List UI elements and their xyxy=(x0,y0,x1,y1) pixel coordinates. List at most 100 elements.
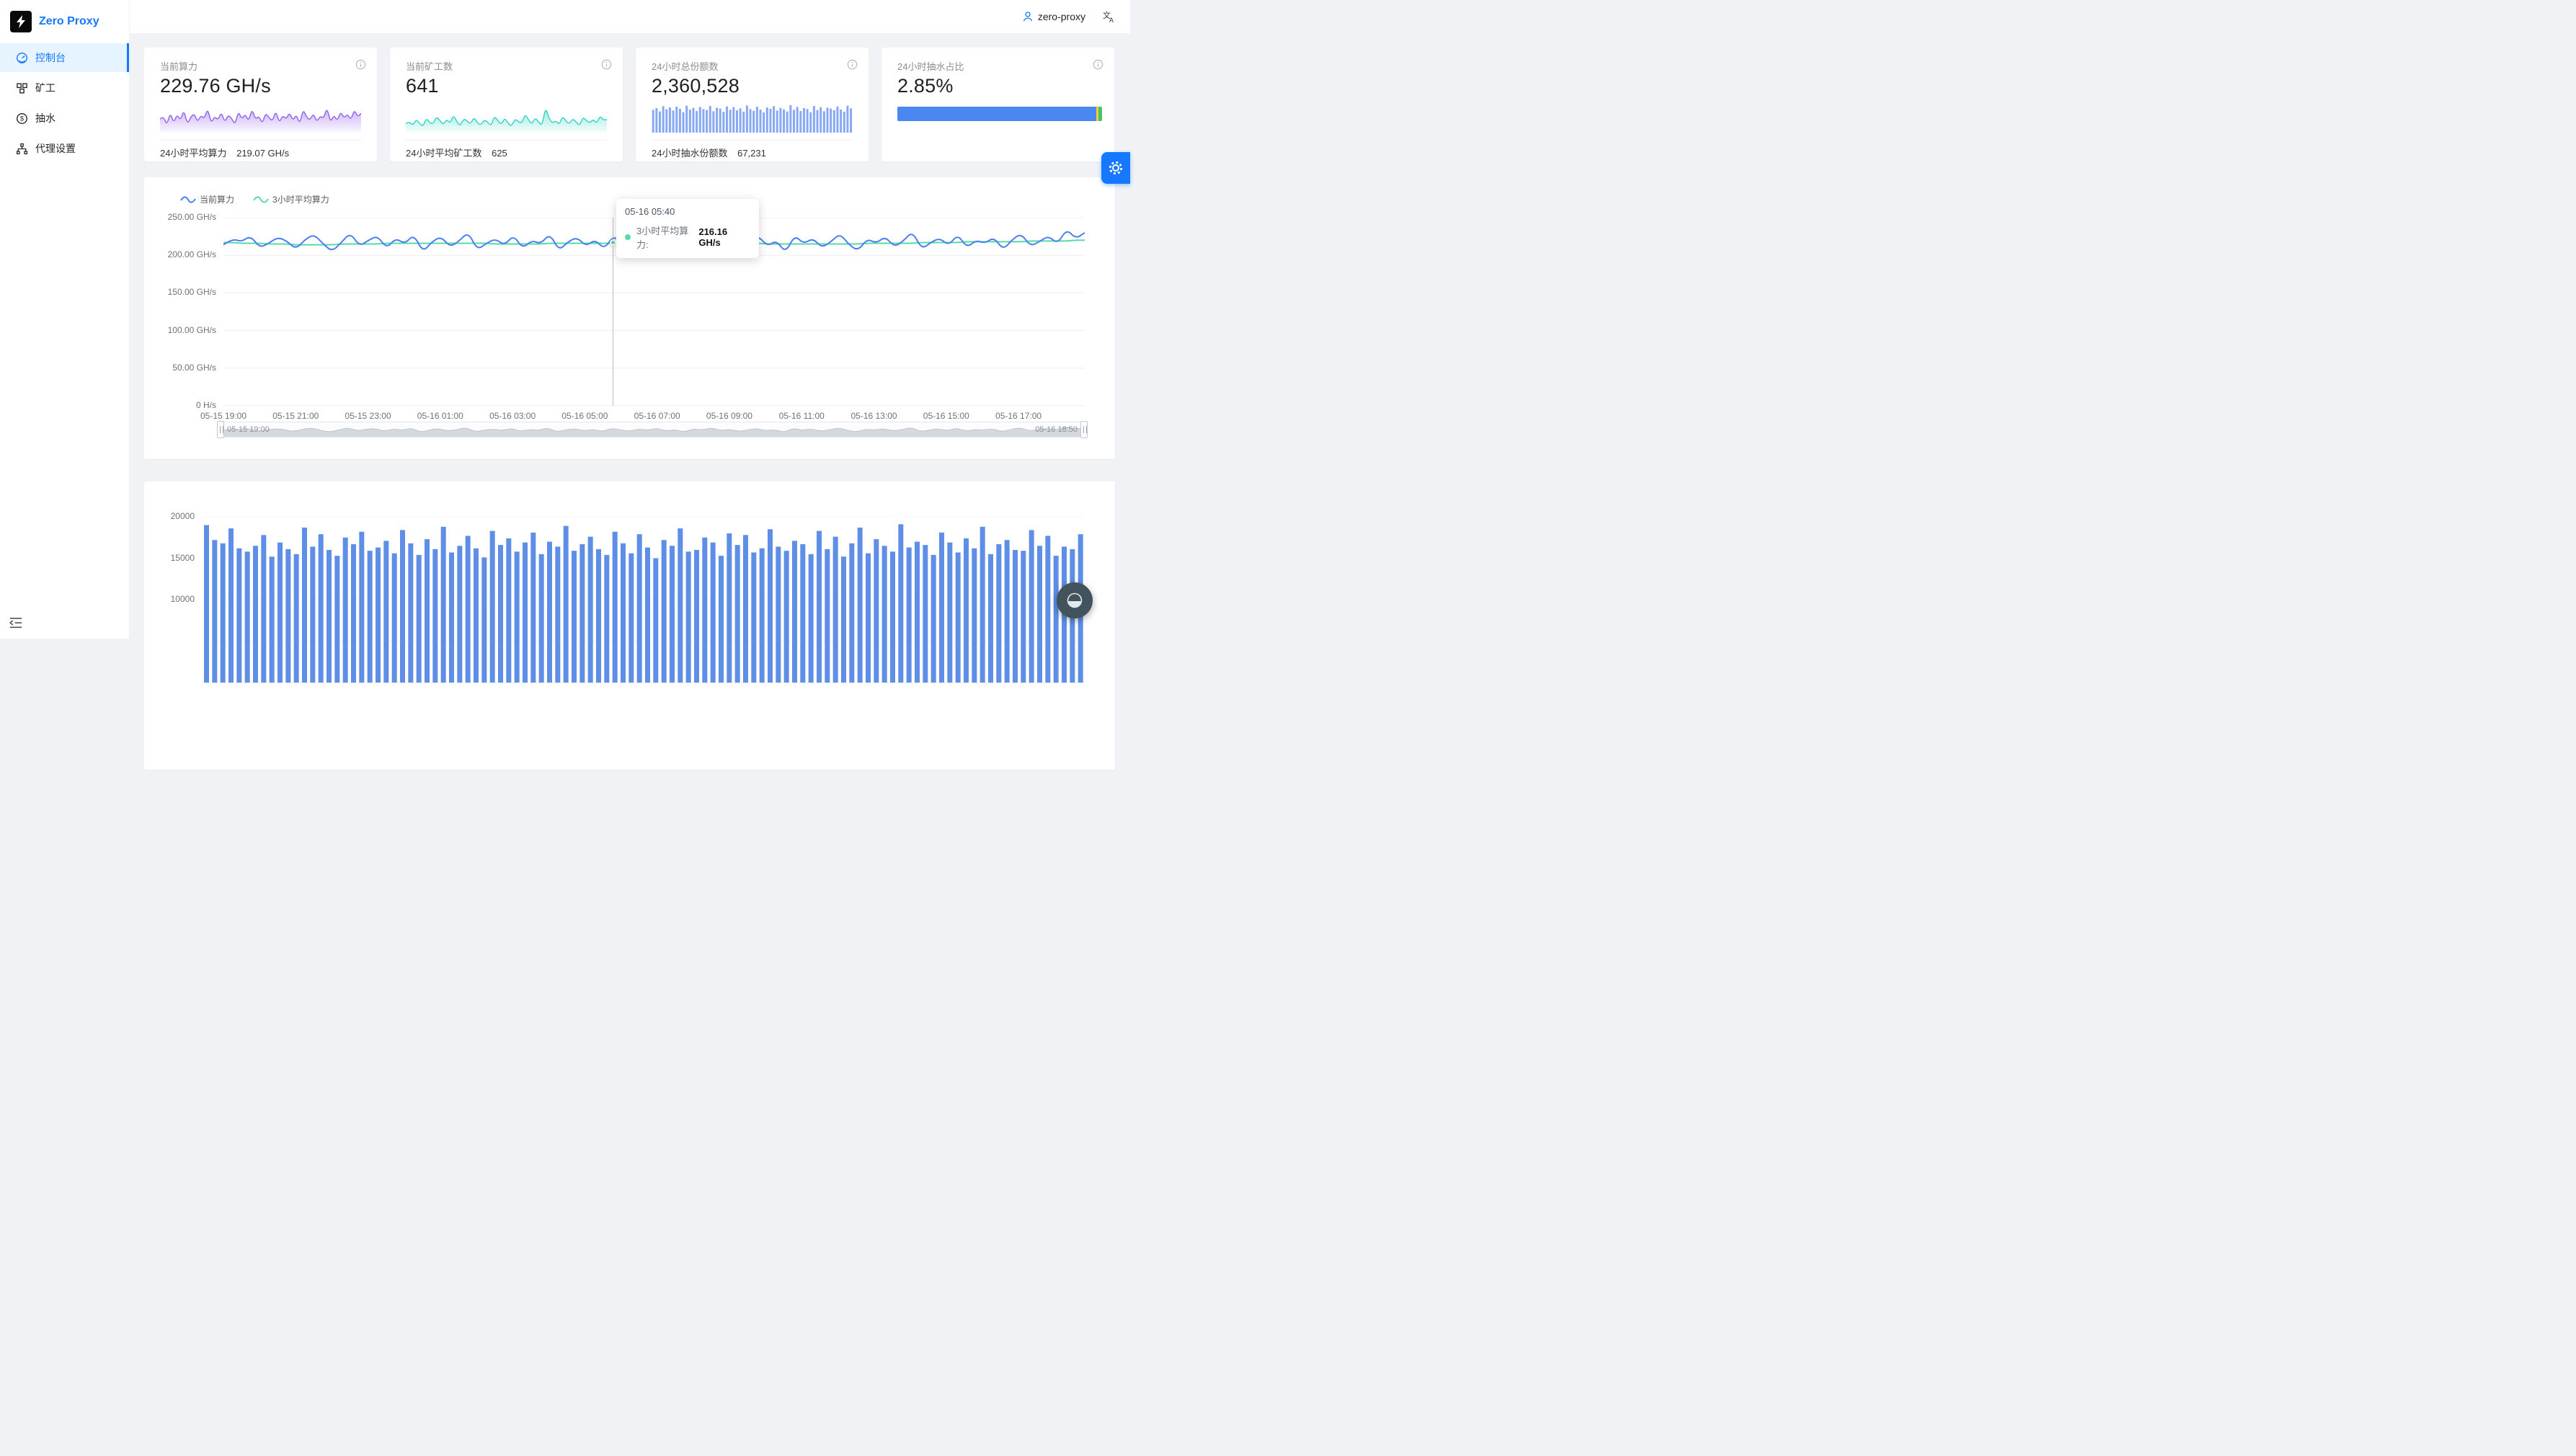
x-axis-tick-label: 05-16 11:00 xyxy=(778,411,825,421)
stat-card-current-hashrate: 当前算力 229.76 GH/s 24小时平均算力 219.07 GH/s xyxy=(144,48,377,161)
ratio-segment-stale-shares xyxy=(1096,107,1098,121)
sidebar: Zero Proxy 控制台 矿工 $ 抽水 代理设置 xyxy=(0,0,130,639)
x-axis-tick-label: 05-15 21:00 xyxy=(272,411,319,421)
y-axis-tick-label: 15000 xyxy=(170,552,195,563)
dashboard-icon xyxy=(16,52,28,64)
y-axis-tick-label: 150.00 GH/s xyxy=(167,287,216,298)
theme-contrast-icon xyxy=(1067,592,1083,608)
x-axis-tick-label: 05-16 09:00 xyxy=(706,411,752,421)
ratio-segment-fee-shares xyxy=(1098,107,1102,121)
datazoom-slider[interactable]: 05-15 19:00 05-16 18:50 xyxy=(217,421,1088,438)
x-axis-tick-label: 05-16 03:00 xyxy=(489,411,536,421)
divider xyxy=(406,140,607,141)
x-axis-tick-label: 05-16 01:00 xyxy=(417,411,463,421)
shares-sparkline xyxy=(652,105,853,133)
stat-card-total-shares: 24小时总份额数 2,360,528 24小时抽水份额数 67,231 xyxy=(636,48,869,161)
datazoom-start-label: 05-15 19:00 xyxy=(227,425,270,434)
x-axis-tick-label: 05-16 07:00 xyxy=(634,411,680,421)
footer-value: 67,231 xyxy=(737,148,766,159)
line-legend-icon xyxy=(180,195,196,203)
miners-icon xyxy=(16,82,28,94)
card-value: 229.76 GH/s xyxy=(160,75,271,97)
svg-text:A: A xyxy=(1109,17,1114,24)
datazoom-end-label: 05-16 18:50 xyxy=(1035,425,1078,434)
fee-ratio-bar xyxy=(897,107,1102,121)
stat-card-fee-ratio: 24小时抽水占比 2.85% xyxy=(881,48,1114,161)
svg-text:文: 文 xyxy=(1103,10,1111,20)
info-icon[interactable] xyxy=(847,59,858,70)
footer-label: 24小时平均矿工数 xyxy=(406,148,482,159)
tooltip-series-label: 3小时平均算力: xyxy=(636,226,689,250)
series-color-dot xyxy=(625,234,631,240)
sidebar-item-label: 矿工 xyxy=(35,82,55,94)
stat-card-current-miners: 当前矿工数 641 24小时平均矿工数 625 xyxy=(390,48,623,161)
gear-icon xyxy=(1109,161,1123,175)
sidebar-menu: 控制台 矿工 $ 抽水 代理设置 xyxy=(0,43,129,164)
x-axis-tick-label: 05-15 19:00 xyxy=(200,411,247,421)
sidebar-item-label: 代理设置 xyxy=(35,143,76,154)
x-axis-tick-label: 05-16 05:00 xyxy=(561,411,608,421)
y-axis-tick-label: 10000 xyxy=(170,594,195,604)
sidebar-item-proxy-settings[interactable]: 代理设置 xyxy=(0,134,129,163)
sidebar-item-dashboard[interactable]: 控制台 xyxy=(0,43,129,72)
card-title: 当前矿工数 xyxy=(406,61,453,72)
legend-label: 当前算力 xyxy=(200,195,235,205)
legend-current-hashrate[interactable]: 当前算力 xyxy=(180,193,234,205)
info-icon[interactable] xyxy=(1093,59,1103,70)
fee-icon: $ xyxy=(16,112,28,125)
sidebar-item-miners[interactable]: 矿工 xyxy=(0,74,129,102)
card-footer: 24小时抽水份额数 67,231 xyxy=(652,146,766,159)
legend-label: 3小时平均算力 xyxy=(272,195,329,205)
ratio-segment-normal-shares xyxy=(897,107,1097,121)
settings-gear-button[interactable] xyxy=(1101,152,1130,184)
y-axis-tick-label: 50.00 GH/s xyxy=(172,362,216,373)
footer-value: 625 xyxy=(492,148,507,159)
info-icon[interactable] xyxy=(355,59,366,70)
chart-tooltip: 05-16 05:40 3小时平均算力: 216.16 GH/s xyxy=(616,199,759,258)
card-value: 2,360,528 xyxy=(652,75,740,97)
sidebar-item-label: 控制台 xyxy=(35,52,66,63)
y-axis-tick-label: 250.00 GH/s xyxy=(167,212,216,222)
datazoom-handle-right[interactable] xyxy=(1080,421,1088,438)
x-axis-tick-label: 05-16 17:00 xyxy=(995,411,1042,421)
x-axis-tick-label: 05-16 13:00 xyxy=(850,411,897,421)
card-title: 24小时抽水占比 xyxy=(897,61,964,72)
hover-point-marker xyxy=(610,239,616,246)
hashrate-chart-card: 当前算力 3小时平均算力 05-16 05:40 3小时平均算力: 216.16… xyxy=(144,177,1115,459)
card-footer: 24小时平均算力 219.07 GH/s xyxy=(160,146,289,159)
chart-legend: 当前算力 3小时平均算力 xyxy=(180,193,329,205)
y-axis-tick-label: 0 H/s xyxy=(195,400,216,410)
divider xyxy=(652,140,853,141)
line-legend-icon xyxy=(253,195,269,203)
legend-3h-average[interactable]: 3小时平均算力 xyxy=(253,193,329,205)
tooltip-time: 05-16 05:40 xyxy=(625,206,675,217)
footer-value: 219.07 GH/s xyxy=(236,148,290,159)
app-title: Zero Proxy xyxy=(39,15,99,27)
y-axis-tick-label: 100.00 GH/s xyxy=(167,324,216,335)
current-hashrate-sparkline xyxy=(160,110,361,133)
svg-text:$: $ xyxy=(20,115,24,122)
app-logo-icon xyxy=(10,11,32,32)
app-logo-row[interactable]: Zero Proxy xyxy=(0,0,129,43)
x-axis-tick-label: 05-16 15:00 xyxy=(923,411,969,421)
menu-fold-icon[interactable] xyxy=(9,616,23,630)
tooltip-series-value: 216.16 GH/s xyxy=(698,226,728,248)
divider xyxy=(160,140,361,141)
shares-plot-area[interactable] xyxy=(203,517,1085,733)
user-icon xyxy=(1023,12,1032,22)
card-title: 当前算力 xyxy=(160,61,198,72)
y-axis-tick-label: 20000 xyxy=(170,511,195,521)
sidebar-item-label: 抽水 xyxy=(35,112,55,124)
datazoom-handle-left[interactable] xyxy=(217,421,224,438)
user-menu[interactable]: zero-proxy xyxy=(1022,0,1085,33)
tooltip-row: 3小时平均算力: 216.16 GH/s xyxy=(625,223,750,251)
info-icon[interactable] xyxy=(601,59,612,70)
proxy-settings-icon xyxy=(16,143,28,155)
x-axis-tick-label: 05-15 23:00 xyxy=(345,411,391,421)
card-value: 2.85% xyxy=(897,75,954,97)
sidebar-item-fee[interactable]: $ 抽水 xyxy=(0,104,129,133)
theme-toggle-button[interactable] xyxy=(1057,582,1093,618)
card-footer: 24小时平均矿工数 625 xyxy=(406,146,507,159)
current-miners-sparkline xyxy=(406,110,607,133)
